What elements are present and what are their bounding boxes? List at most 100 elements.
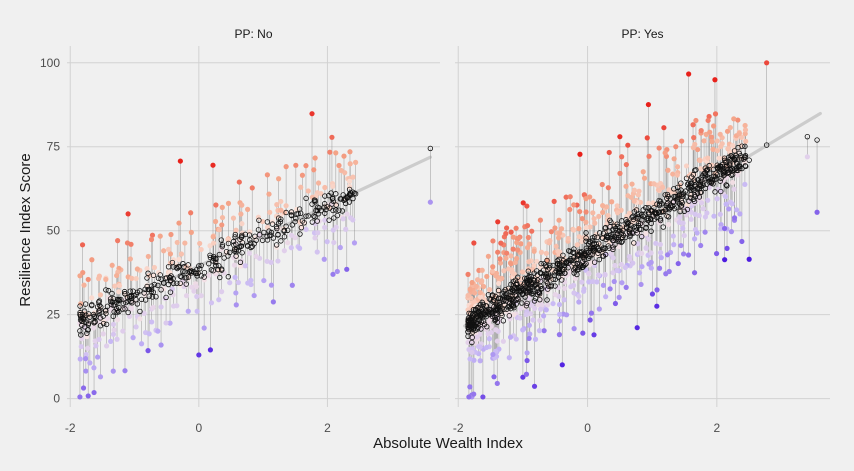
data-point (261, 277, 267, 284)
data-point (657, 249, 664, 256)
data-point (467, 384, 473, 390)
data-point (622, 264, 629, 271)
fitted-point (495, 287, 502, 294)
fitted-point (216, 251, 223, 258)
fitted-point (644, 215, 650, 222)
data-point (508, 260, 514, 267)
data-point (120, 328, 126, 334)
data-point (288, 232, 295, 238)
data-point (610, 255, 616, 261)
data-point (297, 245, 303, 251)
fitted-point (571, 260, 577, 267)
data-point (486, 336, 493, 342)
data-point (730, 142, 736, 149)
data-point (541, 313, 547, 319)
data-point (467, 356, 473, 362)
data-point (466, 394, 472, 400)
data-point (213, 202, 219, 208)
fitted-point (142, 297, 149, 303)
data-point (579, 279, 585, 285)
fitted-point (746, 157, 752, 163)
data-point (289, 282, 295, 288)
fitted-point (253, 237, 259, 243)
data-point (497, 260, 504, 266)
fitted-point (78, 332, 84, 338)
fitted-point (637, 220, 644, 227)
data-point (465, 292, 471, 299)
fitted-point (185, 274, 192, 280)
fitted-point (678, 187, 684, 193)
data-point (467, 286, 473, 292)
fitted-point (506, 296, 512, 302)
data-point (556, 318, 563, 324)
data-point (683, 212, 690, 218)
data-point (207, 347, 214, 353)
data-point (315, 230, 321, 236)
fitted-point (146, 286, 152, 293)
data-point (583, 196, 589, 202)
fitted-point (113, 306, 120, 312)
fitted-point (599, 235, 606, 241)
data-point (735, 117, 741, 123)
data-point (276, 176, 282, 182)
data-point (315, 180, 322, 186)
fitted-point (501, 301, 508, 308)
fitted-point (121, 288, 128, 295)
fitted-point (201, 274, 207, 280)
data-point (494, 338, 500, 344)
data-point (537, 217, 544, 223)
data-point (673, 144, 679, 150)
data-point (79, 242, 86, 248)
fitted-point (468, 311, 474, 317)
fitted-point (626, 229, 633, 235)
y-tick-labels: 0 25 50 75 100 (40, 56, 60, 406)
data-point (524, 350, 530, 356)
fitted-point (269, 221, 276, 227)
data-point (321, 256, 327, 262)
fitted-point (469, 339, 475, 346)
data-point (227, 280, 233, 286)
fitted-point (486, 296, 493, 302)
data-point (727, 124, 733, 131)
fitted-point (278, 216, 284, 222)
fitted-point (77, 312, 83, 318)
data-point (219, 204, 225, 210)
fitted-point (334, 212, 341, 219)
fitted-point (515, 284, 522, 291)
data-point (677, 214, 683, 220)
data-point (631, 187, 637, 193)
data-point (472, 290, 478, 296)
fitted-point (174, 280, 180, 287)
fitted-point (698, 177, 705, 183)
fitted-point (587, 239, 593, 245)
fitted-point (239, 240, 246, 246)
fitted-point (217, 274, 223, 281)
data-point (656, 265, 663, 271)
x-tick-labels: -2 0 2 (65, 421, 331, 435)
data-point (471, 240, 477, 246)
data-point (238, 211, 244, 217)
data-point (512, 259, 518, 266)
data-point (614, 267, 620, 274)
data-point (625, 142, 631, 148)
data-point (591, 216, 597, 222)
fitted-point (189, 268, 195, 275)
data-point (683, 163, 690, 169)
data-point (563, 312, 570, 318)
data-point (546, 240, 552, 246)
data-point (641, 175, 648, 181)
data-point (600, 282, 606, 288)
data-point (221, 270, 227, 276)
data-point (346, 178, 353, 184)
data-point (649, 291, 656, 297)
fitted-point (82, 301, 89, 307)
grid-lines (455, 46, 830, 407)
fitted-point (718, 188, 724, 195)
data-point (77, 273, 83, 279)
data-point (225, 200, 232, 206)
data-point (157, 233, 163, 239)
fitted-point (465, 322, 472, 329)
data-point (655, 187, 662, 193)
fitted-point (580, 264, 586, 270)
fitted-point (687, 180, 694, 187)
